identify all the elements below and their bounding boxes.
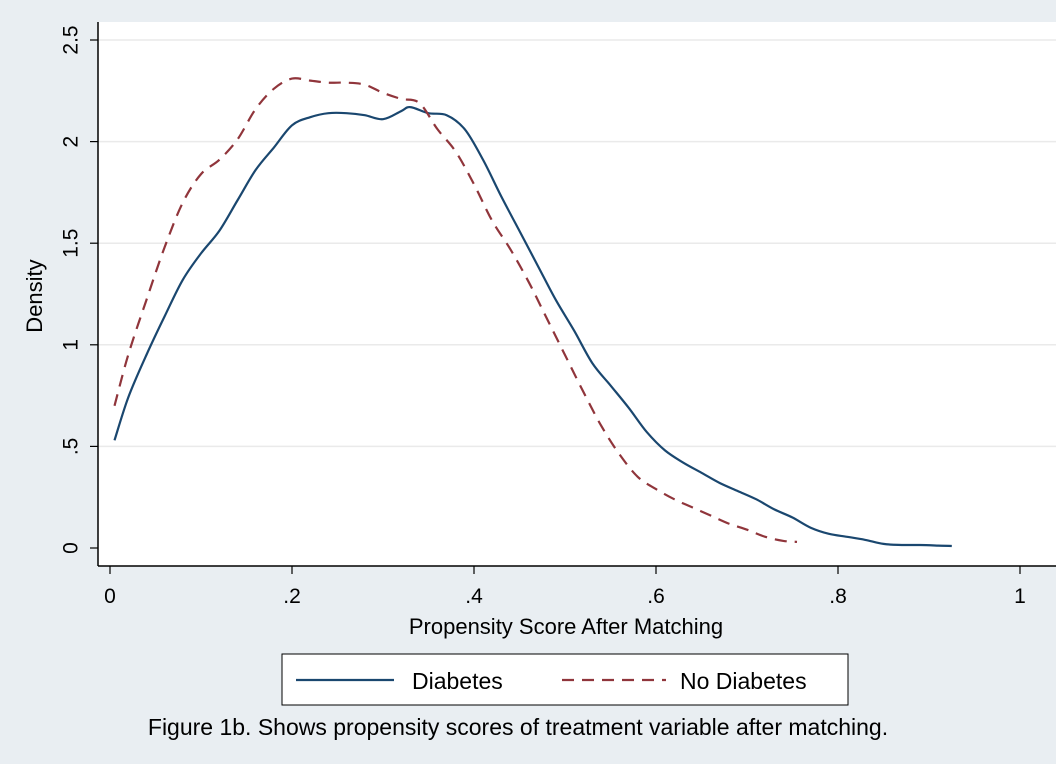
x-tick-label: .6 — [647, 585, 665, 608]
series-line-no-diabetes — [113, 77, 798, 543]
y-tick-label: 0 — [60, 542, 83, 554]
x-axis-title: Propensity Score After Matching — [409, 614, 723, 639]
plot-area — [98, 22, 1056, 566]
y-axis-title: Density — [22, 259, 47, 332]
x-tick-label: .2 — [283, 585, 301, 608]
legend-label-no-diabetes: No Diabetes — [680, 668, 807, 694]
x-tick-label: .8 — [829, 585, 847, 608]
x-tick-label: 0 — [104, 585, 116, 608]
grid-lines — [98, 39, 1056, 448]
axes: 0 .5 1 1.5 2 2.5 0 .2 .4 .6 .8 1 — [60, 22, 1056, 608]
figure-caption: Figure 1b. Shows propensity scores of tr… — [147, 714, 889, 740]
x-tick-label: .4 — [465, 585, 483, 608]
series-line-diabetes — [113, 105, 952, 548]
y-tick-label: 2.5 — [60, 25, 83, 54]
series-lines — [113, 77, 952, 548]
legend-label-diabetes: Diabetes — [412, 668, 503, 694]
legend: Diabetes No Diabetes — [281, 653, 849, 706]
y-tick-label: 2 — [60, 136, 83, 148]
y-tick-label: 1 — [60, 339, 83, 351]
x-tick-label: 1 — [1014, 585, 1026, 608]
y-tick-label: 1.5 — [60, 229, 83, 258]
y-tick-label: .5 — [60, 438, 83, 456]
